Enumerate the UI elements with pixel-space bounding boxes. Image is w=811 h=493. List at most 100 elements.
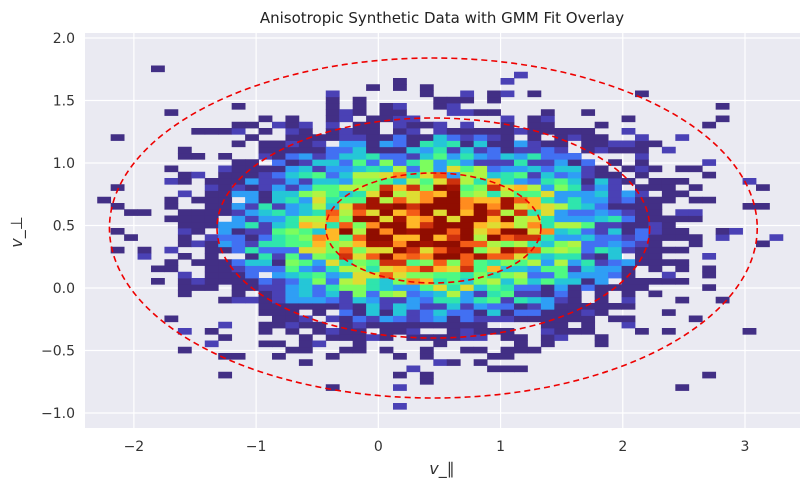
histogram-bin [406,303,421,310]
histogram-bin [446,159,461,166]
histogram-bin [621,221,636,229]
histogram-bin [514,315,528,323]
x-tick-label: 2 [618,439,627,455]
histogram-bin [272,159,286,166]
histogram-bin [339,146,354,154]
histogram-bin [352,234,367,241]
histogram-bin [554,171,569,179]
histogram-bin [191,196,206,204]
histogram-bin [608,315,622,323]
histogram-bin [648,265,663,273]
histogram-bin [393,384,407,391]
histogram-bin [272,290,286,298]
histogram-bin [473,271,488,279]
histogram-bin [540,165,555,173]
histogram-bin [675,228,690,235]
histogram-bin [608,265,622,273]
histogram-bin [594,228,609,235]
histogram-bin [272,321,286,329]
histogram-bin [406,171,421,179]
histogram-bin [514,234,528,241]
histogram-bin [177,171,192,179]
histogram-bin [352,96,367,104]
histogram-bin [245,121,259,129]
histogram-bin [715,103,730,110]
histogram-bin [366,190,380,198]
histogram-bin [433,340,448,348]
histogram-bin [487,109,501,116]
histogram-bin [218,278,233,285]
histogram-bin [366,228,380,235]
histogram-bin [258,253,273,260]
histogram-bin [581,246,596,254]
x-tick-label: −1 [246,439,267,455]
histogram-bin [473,171,488,179]
histogram-bin [567,284,582,291]
histogram-bin [352,321,367,329]
histogram-bin [419,203,434,210]
histogram-bin [339,140,354,148]
histogram-bin [352,296,367,304]
histogram-bin [298,284,313,291]
histogram-bin [635,234,649,241]
histogram-bin [352,334,367,341]
histogram-bin [581,196,596,204]
histogram-bin [352,278,367,285]
histogram-bin [446,190,461,198]
histogram-bin [298,334,313,341]
histogram-bin [379,278,394,285]
histogram-bin [352,303,367,310]
histogram-bin [272,340,286,348]
histogram-bin [312,253,327,260]
histogram-bin [379,159,394,166]
histogram-bin [608,253,622,260]
histogram-bin [527,121,542,129]
histogram-bin [446,184,461,191]
histogram-bin [218,371,233,379]
histogram-bin [272,315,286,323]
histogram-bin [514,309,528,316]
histogram-bin [460,265,475,273]
histogram-bin [164,265,179,273]
histogram-bin [379,321,394,329]
histogram-bin [393,215,407,223]
histogram-bin [298,346,313,354]
histogram-bin [393,234,407,241]
histogram-bin [594,284,609,291]
histogram-bin [514,165,528,173]
histogram-bin [204,246,219,254]
chart-title: Anisotropic Synthetic Data with GMM Fit … [260,9,624,27]
histogram-bin [433,271,448,279]
histogram-bin [608,146,622,154]
histogram-bin [594,221,609,229]
histogram-bin [433,96,448,104]
histogram-bin [648,259,663,266]
histogram-bin [204,259,219,266]
histogram-bin [581,209,596,216]
histogram-bin [204,340,219,348]
histogram-bin [554,321,569,329]
histogram-bin [608,203,622,210]
histogram-bin [352,228,367,235]
histogram-bin [352,196,367,204]
histogram-bin [218,203,233,210]
histogram-bin [312,290,327,298]
histogram-bin [419,315,434,323]
histogram-bin [487,96,501,104]
histogram-bin [473,221,488,229]
histogram-bin [298,265,313,273]
histogram-bin [500,353,515,360]
histogram-bin [231,209,246,216]
histogram-bin [567,209,582,216]
histogram-bin [298,178,313,185]
histogram-bin [635,171,649,179]
histogram-bin [527,178,542,185]
histogram-bin [325,121,340,129]
histogram-bin [177,284,192,291]
histogram-bin [379,115,394,123]
histogram-bin [648,165,663,173]
histogram-bin [231,103,246,110]
histogram-bin [661,184,676,191]
histogram-bin [460,190,475,198]
histogram-bin [272,246,286,254]
